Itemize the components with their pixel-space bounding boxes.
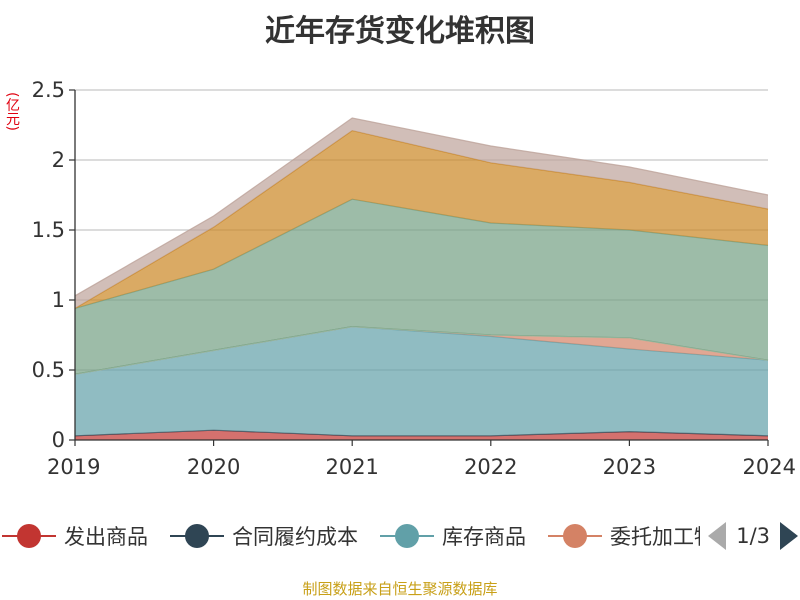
legend-next-page-icon[interactable] — [780, 522, 798, 550]
y-tick-label: 1.5 — [32, 218, 65, 242]
legend-item[interactable]: 库存商品 — [380, 521, 526, 551]
legend-prev-page-icon[interactable] — [708, 522, 727, 550]
legend-item[interactable]: 合同履约成本 — [170, 521, 358, 551]
y-tick-label: 2 — [52, 148, 65, 172]
legend-marker-icon — [170, 524, 224, 548]
legend-marker-icon — [548, 524, 602, 548]
legend-label: 库存商品 — [442, 525, 526, 549]
legend: 发出商品 合同履约成本 库存商品 委托加工物资 — [0, 516, 800, 556]
y-axis-unit-label: (亿元) — [4, 92, 20, 131]
y-tick-label: 0.5 — [32, 358, 65, 382]
x-tick-label: 2023 — [603, 455, 656, 479]
x-tick-label: 2024 — [743, 455, 796, 479]
area-series-6 — [75, 199, 768, 375]
y-tick-label: 2.5 — [32, 78, 65, 102]
data-source-note: 制图数据来自恒生聚源数据库 — [302, 580, 498, 598]
legend-page-indicator: 1/3 — [736, 524, 770, 548]
legend-marker-icon — [380, 524, 434, 548]
y-tick-label: 0 — [52, 428, 65, 452]
chart-title: 近年存货变化堆积图 — [265, 14, 535, 49]
area-series-7 — [75, 130, 768, 309]
x-tick-label: 2022 — [464, 455, 517, 479]
x-tick-label: 2019 — [47, 455, 100, 479]
area-series-3 — [75, 326, 768, 436]
area-series-4 — [75, 326, 768, 375]
legend-marker-icon — [2, 524, 56, 548]
area-series-8 — [75, 118, 768, 309]
legend-pager: 1/3 — [700, 516, 800, 556]
y-tick-label: 1 — [52, 288, 65, 312]
legend-label: 发出商品 — [64, 525, 148, 549]
legend-label: 合同履约成本 — [232, 525, 358, 549]
x-tick-label: 2020 — [187, 455, 240, 479]
x-tick-label: 2021 — [325, 455, 378, 479]
legend-item[interactable]: 发出商品 — [2, 521, 148, 551]
area-series-line-8 — [74, 117, 769, 297]
